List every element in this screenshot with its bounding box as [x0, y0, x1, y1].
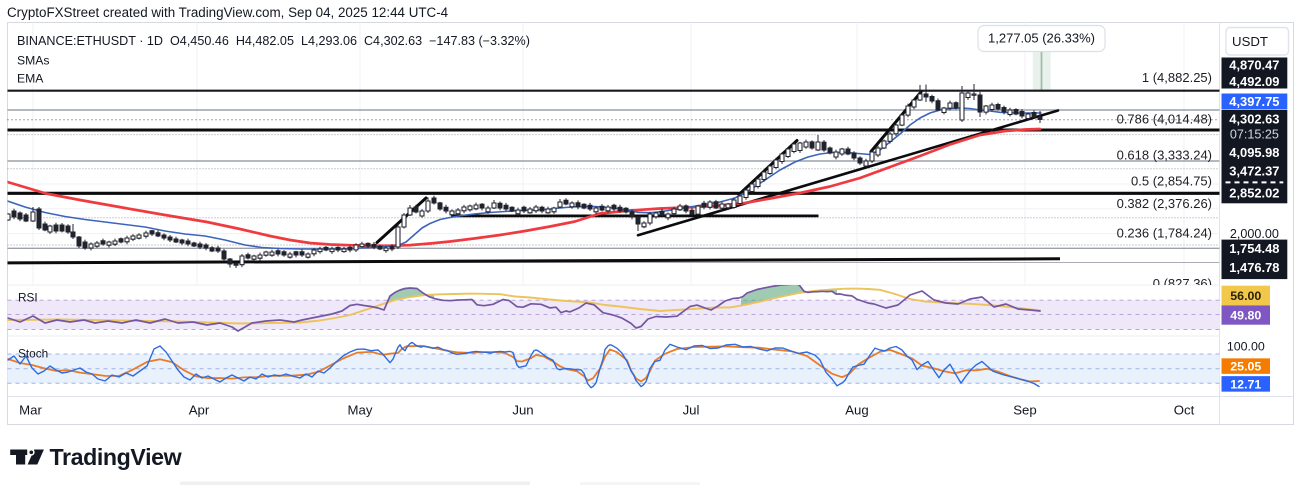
svg-text:100.00: 100.00 — [1227, 339, 1265, 353]
svg-text:Aug: Aug — [845, 403, 868, 418]
svg-text:0.618 (3,333.24): 0.618 (3,333.24) — [1117, 148, 1212, 163]
svg-text:Stoch: Stoch — [18, 347, 48, 361]
svg-text:1,754.48: 1,754.48 — [1229, 241, 1279, 256]
svg-text:0.786 (4,014.48): 0.786 (4,014.48) — [1117, 112, 1212, 127]
svg-text:49.80: 49.80 — [1230, 308, 1261, 322]
svg-text:TradingView: TradingView — [50, 444, 183, 470]
svg-text:4,095.98: 4,095.98 — [1229, 145, 1279, 160]
svg-text:RSI: RSI — [18, 291, 38, 305]
svg-text:0.236 (1,784.24): 0.236 (1,784.24) — [1117, 226, 1212, 241]
svg-text:0.382 (2,376.26): 0.382 (2,376.26) — [1117, 196, 1212, 211]
svg-text:Jun: Jun — [512, 403, 533, 418]
svg-text:1 (4,882.25): 1 (4,882.25) — [1142, 70, 1212, 85]
svg-text:BINANCE:ETHUSDT · 1D O4,450.4: BINANCE:ETHUSDT · 1D O4,450.46 H4,482.05… — [17, 34, 530, 48]
svg-text:EMA: EMA — [17, 71, 44, 85]
svg-text:May: May — [348, 403, 373, 418]
svg-text:12.71: 12.71 — [1230, 377, 1261, 391]
svg-text:0.5 (2,854.75): 0.5 (2,854.75) — [1131, 173, 1212, 188]
svg-text:Sep: Sep — [1013, 403, 1036, 418]
svg-text:0 (827.36): 0 (827.36) — [1153, 276, 1212, 291]
svg-text:4,302.63: 4,302.63 — [1229, 112, 1279, 127]
svg-text:4,870.47: 4,870.47 — [1229, 57, 1279, 72]
svg-text:2,852.02: 2,852.02 — [1229, 186, 1279, 201]
svg-text:1,476.78: 1,476.78 — [1229, 260, 1279, 275]
svg-text:56.00: 56.00 — [1230, 289, 1261, 303]
svg-text:SMAs: SMAs — [17, 53, 50, 67]
svg-text:USDT: USDT — [1232, 34, 1268, 49]
svg-text:Mar: Mar — [19, 403, 42, 418]
svg-text:07:15:25: 07:15:25 — [1230, 128, 1279, 142]
svg-text:4,397.75: 4,397.75 — [1229, 94, 1279, 109]
svg-text:1,277.05 (26.33%): 1,277.05 (26.33%) — [988, 31, 1095, 46]
svg-text:2,000.00: 2,000.00 — [1230, 227, 1279, 241]
svg-text:4,492.09: 4,492.09 — [1229, 74, 1279, 89]
svg-text:3,472.37: 3,472.37 — [1229, 164, 1279, 179]
svg-text:25.05: 25.05 — [1230, 360, 1261, 374]
svg-text:CryptoFXStreet created with Tr: CryptoFXStreet created with TradingView.… — [7, 5, 449, 20]
svg-text:Apr: Apr — [189, 403, 210, 418]
svg-text:Jul: Jul — [683, 403, 700, 418]
svg-text:Oct: Oct — [1174, 403, 1195, 418]
